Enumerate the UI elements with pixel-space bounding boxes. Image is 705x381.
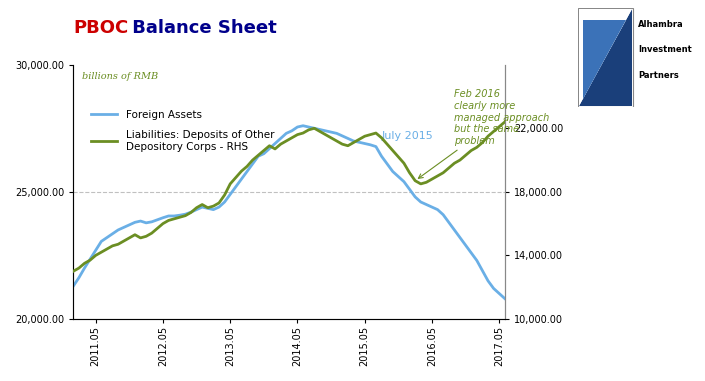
Polygon shape: [580, 9, 632, 106]
Text: Balance Sheet: Balance Sheet: [126, 19, 277, 37]
Text: billions of RMB: billions of RMB: [82, 72, 158, 82]
Text: Feb 2016
clearly more
managed approach
but the same
problem: Feb 2016 clearly more managed approach b…: [418, 90, 550, 178]
Legend: Foreign Assets, Liabilities: Deposits of Other
Depository Corps - RHS: Foreign Assets, Liabilities: Deposits of…: [87, 106, 278, 156]
Polygon shape: [583, 19, 626, 99]
Bar: [578, 8, 633, 107]
Text: July 2015: July 2015: [381, 131, 434, 141]
Text: Partners: Partners: [638, 71, 679, 80]
Text: Alhambra: Alhambra: [638, 19, 684, 29]
Text: PBOC: PBOC: [73, 19, 128, 37]
Polygon shape: [580, 9, 632, 106]
Text: Investment: Investment: [638, 45, 692, 54]
